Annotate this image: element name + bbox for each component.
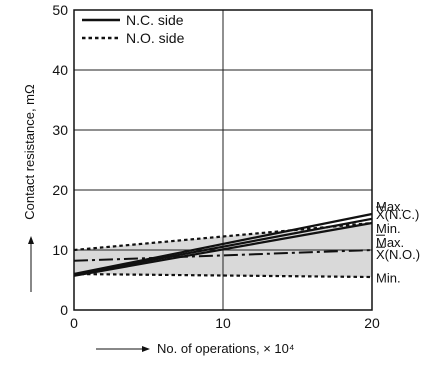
annotation-label: X(N.O.) — [376, 247, 420, 262]
series-line-noside-min — [73, 272, 373, 279]
tick-layer: 0 10 20 30 40 50 0 10 20 — [52, 2, 380, 331]
x-tick-label: 10 — [215, 315, 231, 331]
annotation-label: Max. — [376, 235, 404, 250]
y-tick-label: 30 — [52, 122, 68, 138]
y-axis-arrow-head — [28, 236, 34, 244]
series-line-ncside-min — [73, 221, 373, 277]
y-tick-label: 10 — [52, 242, 68, 258]
annotation-label: Min. — [376, 271, 401, 286]
annotation-label: X(N.C.) — [376, 207, 419, 222]
y-tick-label: 40 — [52, 62, 68, 78]
annotation-label: Min. — [376, 221, 401, 236]
series-layer — [73, 212, 373, 279]
x-tick-label: 0 — [70, 315, 78, 331]
frame-layer — [73, 9, 373, 311]
x-tick-label: 20 — [364, 315, 380, 331]
series-line-noside-max — [73, 221, 373, 252]
y-tick-label: 50 — [52, 2, 68, 18]
x-axis-title: No. of operations, × 10⁴ — [157, 341, 294, 356]
grid-layer — [74, 10, 372, 310]
y-tick-label: 0 — [60, 302, 68, 318]
y-tick-label: 20 — [52, 182, 68, 198]
y-axis-title: Contact resistance, mΩ — [22, 84, 37, 220]
legend-label: N.C. side — [126, 12, 184, 28]
annotation-label: Max. — [376, 199, 404, 214]
annotation-layer: Max.X(N.C.)Min.Max.X(N.O.)Min. — [376, 199, 420, 286]
legend-label: N.O. side — [126, 30, 185, 46]
legend: N.C. side N.O. side — [82, 12, 185, 46]
series-line-ncside-max — [73, 212, 373, 276]
x-axis-arrow-head — [142, 346, 150, 352]
plot-frame — [73, 9, 373, 311]
